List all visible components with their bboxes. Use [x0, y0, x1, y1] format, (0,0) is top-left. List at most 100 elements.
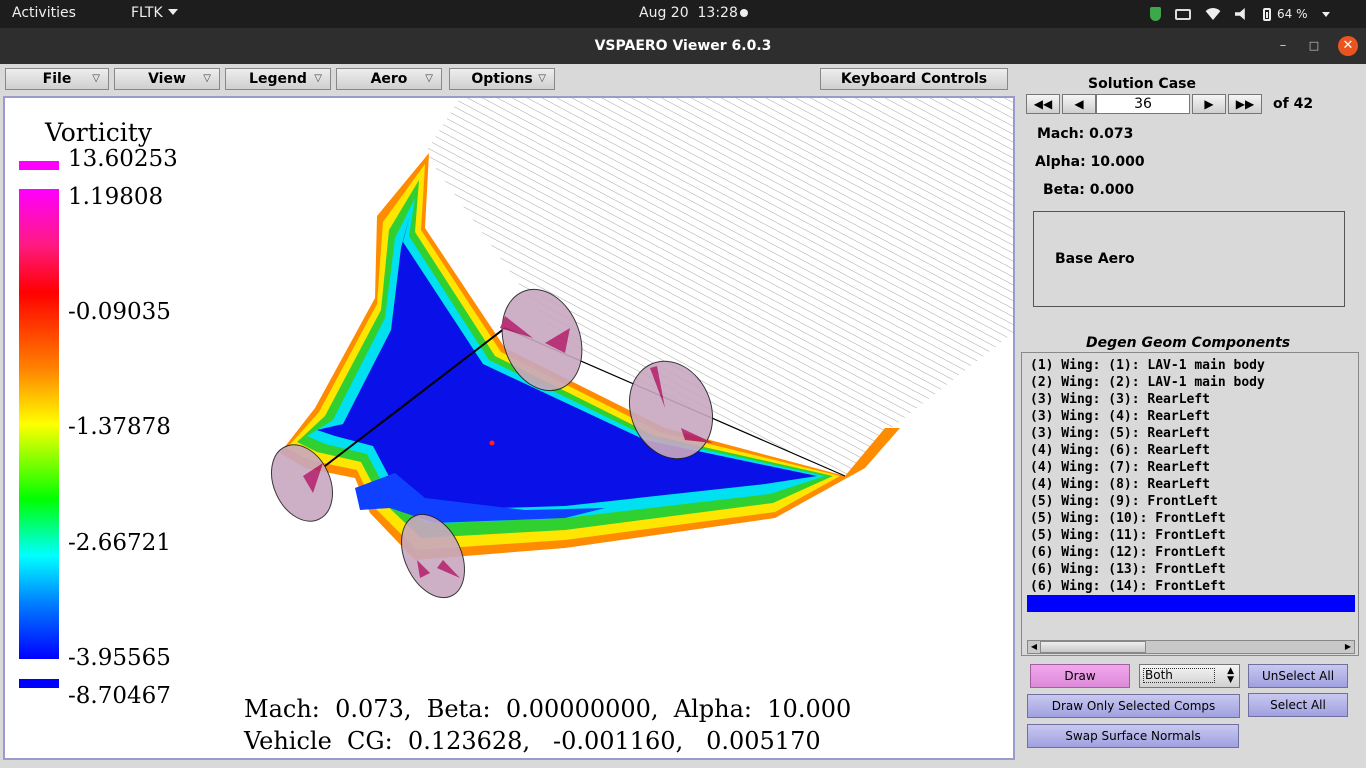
spinner-arrows-icon: ▲ ▼	[1227, 666, 1234, 685]
app-menu[interactable]: FLTK	[131, 5, 178, 21]
volume-icon	[1235, 8, 1245, 20]
prev-case-button[interactable]: ◀	[1062, 94, 1096, 114]
case-number-input[interactable]: 36	[1096, 94, 1190, 114]
clock-date: Aug 20	[639, 5, 689, 21]
card-icon	[1175, 8, 1191, 20]
select-all-button[interactable]: Select All	[1248, 693, 1348, 717]
legend-label: 1.19808	[68, 184, 164, 210]
legend-label: -0.09035	[68, 299, 171, 325]
menu-options[interactable]: Options ▽	[449, 68, 555, 90]
body-lower	[355, 473, 605, 523]
case-count: of 42	[1273, 96, 1314, 112]
horizontal-scrollbar[interactable]: ◀ ▶	[1027, 640, 1355, 654]
rotor-disk-1	[271, 444, 333, 522]
wifi-icon	[1205, 8, 1221, 20]
components-title: Degen Geom Components	[1086, 335, 1291, 351]
menu-legend-label: Legend	[249, 71, 307, 87]
system-tray[interactable]: 64 %	[1150, 4, 1330, 24]
window-title-bar: VSPAERO Viewer 6.0.3 – □ ✕	[0, 28, 1366, 64]
menu-file[interactable]: File ▽	[5, 68, 109, 90]
flight-conditions-text: Mach: 0.073, Beta: 0.00000000, Alpha: 10…	[244, 695, 852, 723]
draw-only-selected-button[interactable]: Draw Only Selected Comps	[1027, 694, 1240, 718]
draw-button[interactable]: Draw	[1030, 664, 1130, 688]
legend-label: 13.60253	[68, 146, 178, 172]
unselect-all-button[interactable]: UnSelect All	[1248, 664, 1348, 688]
wing-surface-blue	[317, 218, 817, 510]
beta-value: Beta: 0.000	[1043, 182, 1135, 198]
menu-aero[interactable]: Aero ▽	[336, 68, 442, 90]
list-item[interactable]: (2) Wing: (2): LAV-1 main body	[1030, 375, 1265, 390]
list-item[interactable]: (5) Wing: (9): FrontLeft	[1030, 494, 1218, 509]
alpha-value: Alpha: 10.000	[1035, 154, 1145, 170]
clock-time: 13:28	[697, 5, 738, 21]
swap-normals-button[interactable]: Swap Surface Normals	[1027, 724, 1239, 748]
legend-label: -8.70467	[68, 683, 171, 709]
legend-label: -1.37878	[68, 414, 171, 440]
system-top-bar: Activities FLTK Aug 20 13:28 64 %	[0, 0, 1366, 28]
maximize-icon[interactable]: □	[1308, 39, 1320, 52]
battery-percent: 64 %	[1277, 7, 1308, 21]
list-item[interactable]: (3) Wing: (5): RearLeft	[1030, 426, 1211, 441]
scroll-right-icon[interactable]: ▶	[1344, 642, 1352, 651]
vehicle-cg-text: Vehicle CG: 0.123628, -0.001160, 0.00517…	[244, 727, 821, 755]
list-item[interactable]: (6) Wing: (12): FrontLeft	[1030, 545, 1226, 560]
menu-arrow-icon: ▽	[92, 73, 100, 84]
menu-view[interactable]: View ▽	[114, 68, 220, 90]
list-item[interactable]: (1) Wing: (1): LAV-1 main body	[1030, 358, 1265, 373]
list-item[interactable]: (3) Wing: (3): RearLeft	[1030, 392, 1211, 407]
list-item[interactable]: (6) Wing: (13): FrontLeft	[1030, 562, 1226, 577]
selected-list-row[interactable]	[1027, 595, 1355, 612]
menu-view-label: View	[148, 71, 186, 87]
menu-legend[interactable]: Legend ▽	[225, 68, 331, 90]
app-menu-label: FLTK	[131, 5, 163, 21]
legend-label: -2.66721	[68, 530, 171, 556]
menu-arrow-icon: ▽	[538, 73, 546, 84]
mach-value: Mach: 0.073	[1037, 126, 1134, 142]
list-item[interactable]: (4) Wing: (7): RearLeft	[1030, 460, 1211, 475]
shield-icon	[1150, 7, 1161, 21]
legend-max-swatch	[19, 161, 59, 170]
window-title: VSPAERO Viewer 6.0.3	[594, 38, 772, 54]
chevron-down-icon	[167, 9, 178, 15]
legend-min-swatch	[19, 679, 59, 688]
draw-mode-select[interactable]: Both ▲ ▼	[1139, 664, 1240, 688]
list-item[interactable]: (3) Wing: (4): RearLeft	[1030, 409, 1211, 424]
menu-arrow-icon: ▽	[203, 73, 211, 84]
minimize-icon[interactable]: –	[1279, 38, 1287, 53]
components-list[interactable]: (1) Wing: (1): LAV-1 main body (2) Wing:…	[1021, 352, 1359, 656]
notification-dot-icon	[740, 9, 748, 17]
activities-button[interactable]: Activities	[12, 5, 76, 21]
list-item[interactable]: (4) Wing: (6): RearLeft	[1030, 443, 1211, 458]
chevron-down-icon	[1321, 11, 1330, 17]
scroll-left-icon[interactable]: ◀	[1030, 642, 1038, 651]
list-item[interactable]: (5) Wing: (10): FrontLeft	[1030, 511, 1226, 526]
list-item[interactable]: (5) Wing: (11): FrontLeft	[1030, 528, 1226, 543]
close-icon[interactable]: ✕	[1338, 36, 1358, 56]
legend-title: Vorticity	[45, 118, 152, 147]
last-case-button[interactable]: ▶▶	[1228, 94, 1262, 114]
menu-arrow-icon: ▽	[314, 73, 322, 84]
3d-viewport[interactable]: Vorticity 13.60253 1.19808 -0.09035 -1.3…	[3, 96, 1015, 760]
wake-lines-upper	[425, 98, 1013, 478]
aero-group-label: Base Aero	[1055, 251, 1135, 267]
list-item[interactable]: (4) Wing: (8): RearLeft	[1030, 477, 1211, 492]
aircraft-render	[271, 98, 1013, 599]
keyboard-controls-button[interactable]: Keyboard Controls	[820, 68, 1008, 90]
menu-arrow-icon: ▽	[425, 73, 433, 84]
rotor-disk-3	[628, 360, 714, 460]
legend-label: -3.95565	[68, 645, 171, 671]
rotor-disk-2	[500, 288, 583, 392]
list-item[interactable]: (6) Wing: (14): FrontLeft	[1030, 579, 1226, 594]
scroll-thumb[interactable]	[1040, 641, 1146, 653]
draw-mode-value: Both	[1143, 668, 1215, 683]
menu-file-label: File	[42, 71, 72, 87]
next-case-button[interactable]: ▶	[1192, 94, 1226, 114]
clock[interactable]: Aug 20 13:28	[639, 5, 738, 21]
battery-icon	[1263, 7, 1271, 21]
solution-case-title: Solution Case	[1088, 76, 1196, 92]
legend-colorbar	[19, 189, 59, 659]
rotor-disk-4	[401, 513, 465, 599]
menu-options-label: Options	[471, 71, 533, 87]
aero-group-box[interactable]: Base Aero	[1033, 211, 1345, 307]
first-case-button[interactable]: ◀◀	[1026, 94, 1060, 114]
